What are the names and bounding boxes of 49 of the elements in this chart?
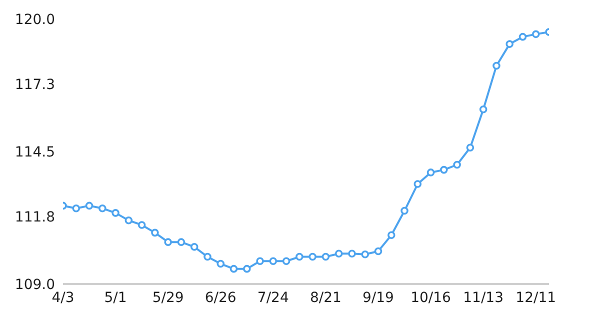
point: [466, 144, 474, 152]
point: [374, 247, 382, 256]
point: [387, 231, 396, 239]
y-tick-label: 114.5: [14, 144, 55, 160]
point: [242, 264, 251, 273]
point: [440, 166, 448, 174]
y-tick-label: 120.0: [14, 12, 55, 28]
point: [322, 252, 330, 261]
point: [177, 238, 186, 246]
point: [506, 40, 514, 48]
x-tick-label: 12/11: [516, 290, 556, 306]
point: [296, 252, 304, 261]
x-tick-label: 10/16: [410, 290, 452, 306]
x-tick-label: 5/1: [104, 290, 127, 306]
y-tick-label: 117.3: [14, 77, 55, 94]
x-tick-label: 7/24: [257, 290, 289, 306]
point: [453, 160, 461, 169]
point: [85, 202, 94, 210]
point: [400, 206, 408, 215]
point: [230, 264, 238, 273]
point: [190, 243, 198, 251]
point: [124, 216, 133, 224]
x-tick-label: 11/13: [463, 290, 504, 306]
point: [414, 180, 422, 188]
point: [256, 257, 264, 266]
point: [308, 252, 316, 261]
point: [282, 257, 290, 266]
x-tick-label: 9/19: [362, 290, 394, 306]
point: [72, 204, 80, 212]
point: [151, 228, 159, 237]
point: [334, 250, 343, 258]
point: [138, 221, 146, 229]
point: [361, 250, 370, 258]
point: [532, 30, 540, 38]
point: [492, 62, 500, 70]
point: [479, 105, 488, 114]
point: [426, 168, 435, 176]
x-tick-label: 5/29: [152, 290, 184, 306]
point: [98, 204, 106, 212]
x-tick-label: 8/21: [310, 290, 342, 306]
point: [164, 238, 172, 246]
x-tick-label: 6/26: [204, 290, 236, 306]
point: [269, 257, 278, 266]
y-tick-label: 111.8: [14, 210, 55, 226]
point: [518, 32, 527, 41]
point: [204, 252, 212, 261]
point: [112, 209, 120, 217]
point: [216, 260, 225, 268]
point: [348, 250, 356, 258]
